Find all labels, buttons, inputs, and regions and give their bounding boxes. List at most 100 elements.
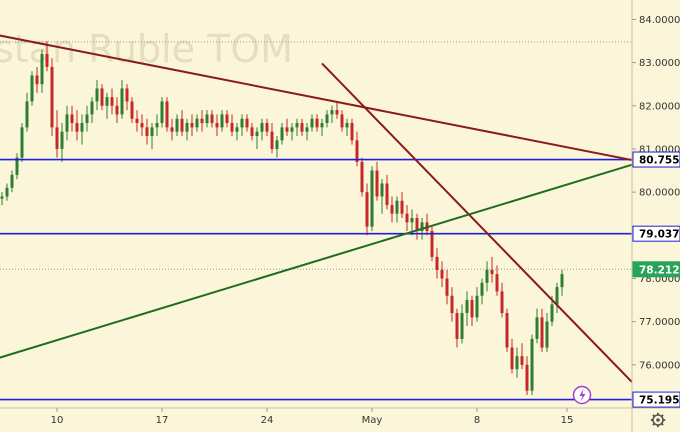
- last-price-tag-text: 78.2125: [639, 264, 680, 276]
- candle-body: [440, 269, 444, 279]
- candle-body: [215, 123, 219, 128]
- candle-body: [485, 269, 489, 283]
- trendline-rising-support[interactable]: [0, 162, 638, 369]
- gear-tooth: [652, 422, 656, 426]
- candle-body: [460, 313, 464, 339]
- x-tick-label: 24: [261, 415, 274, 426]
- candle-body: [375, 170, 379, 197]
- candle-body: [65, 114, 69, 132]
- candle-body: [555, 287, 559, 305]
- candle-body: [350, 123, 354, 141]
- candle-body: [185, 123, 189, 132]
- candle-body: [45, 53, 49, 67]
- lightning-icon: [579, 389, 586, 402]
- candle-body: [445, 278, 449, 296]
- candle-body: [355, 140, 359, 162]
- candle-body: [60, 131, 64, 149]
- candle-body: [95, 88, 99, 102]
- candle-body: [190, 123, 194, 128]
- candle-body: [25, 101, 29, 128]
- candle-body: [500, 291, 504, 314]
- candle-body: [180, 118, 184, 132]
- candle-body: [160, 101, 164, 124]
- candle-body: [360, 161, 364, 193]
- candle-body: [285, 127, 289, 132]
- candle-body: [0, 196, 4, 199]
- candle-body: [155, 123, 159, 128]
- candle-body: [245, 118, 249, 128]
- level-price-tag-box: [632, 391, 680, 408]
- candle-body: [40, 53, 44, 85]
- candle-body: [195, 118, 199, 128]
- gear-tooth: [660, 414, 664, 418]
- candle-body: [450, 295, 454, 314]
- candle-body: [435, 256, 439, 270]
- candle-body: [295, 123, 299, 128]
- candle-body: [415, 218, 419, 231]
- candle-body: [50, 66, 54, 128]
- candle-body: [280, 127, 284, 141]
- candle-body: [470, 300, 474, 318]
- trendline-upper-resistance[interactable]: [0, 28, 638, 163]
- level-price-tag-box: [632, 225, 680, 242]
- candle-body: [5, 187, 9, 197]
- candle-body: [145, 127, 149, 136]
- candle-body: [490, 269, 494, 275]
- candle-body: [545, 321, 549, 348]
- gear-tooth: [652, 414, 656, 418]
- candle-body: [175, 118, 179, 132]
- candle-body: [165, 101, 169, 128]
- candle-body: [100, 88, 104, 106]
- plot-area[interactable]: [0, 0, 632, 408]
- candle-body: [540, 317, 544, 348]
- candle-body: [505, 313, 509, 348]
- candle-body: [465, 300, 469, 314]
- candle-body: [525, 364, 529, 391]
- level-price-tag-text: 79.0375: [639, 229, 680, 241]
- candle-body: [225, 114, 229, 124]
- candle-body: [255, 131, 259, 136]
- candle-body: [200, 118, 204, 124]
- candle-body: [380, 183, 384, 197]
- trendline-steep-resistance[interactable]: [321, 62, 633, 383]
- candle-body: [550, 304, 554, 322]
- candle-body: [110, 97, 114, 106]
- last-price-tag-box: [632, 261, 680, 278]
- candle-body: [325, 114, 329, 124]
- candle-body: [395, 200, 399, 214]
- candle-body: [480, 282, 484, 296]
- x-tick-label: 8: [474, 415, 480, 426]
- y-tick-label: 77.0000: [639, 317, 680, 328]
- candle-body: [315, 118, 319, 128]
- candle-body: [420, 222, 424, 231]
- candle-body: [105, 97, 109, 106]
- candle-body: [455, 313, 459, 339]
- candle-body: [135, 118, 139, 124]
- candle-body: [390, 205, 394, 214]
- x-tick-label: 15: [561, 415, 574, 426]
- candle-body: [320, 123, 324, 128]
- candle-body: [385, 183, 389, 206]
- x-tick-label: 17: [156, 415, 169, 426]
- candle-body: [405, 213, 409, 223]
- x-tick-label: 10: [51, 415, 64, 426]
- candle-body: [115, 105, 119, 115]
- y-tick-label: 78.0000: [639, 274, 680, 285]
- candle-body: [520, 356, 524, 365]
- candle-body: [475, 295, 479, 318]
- candle-body: [15, 157, 19, 175]
- level-price-tag-text: 80.7550: [639, 155, 680, 167]
- candle-body: [535, 317, 539, 339]
- candle-body: [335, 110, 339, 115]
- candle-body: [30, 75, 34, 102]
- y-tick-label: 84.0000: [639, 15, 680, 26]
- candle-body: [235, 127, 239, 132]
- candle-body: [55, 127, 59, 149]
- candle-body: [260, 123, 264, 132]
- x-tick-label: May: [362, 415, 383, 426]
- candle-body: [510, 347, 514, 370]
- candle-body: [560, 274, 564, 288]
- candle-body: [10, 174, 14, 188]
